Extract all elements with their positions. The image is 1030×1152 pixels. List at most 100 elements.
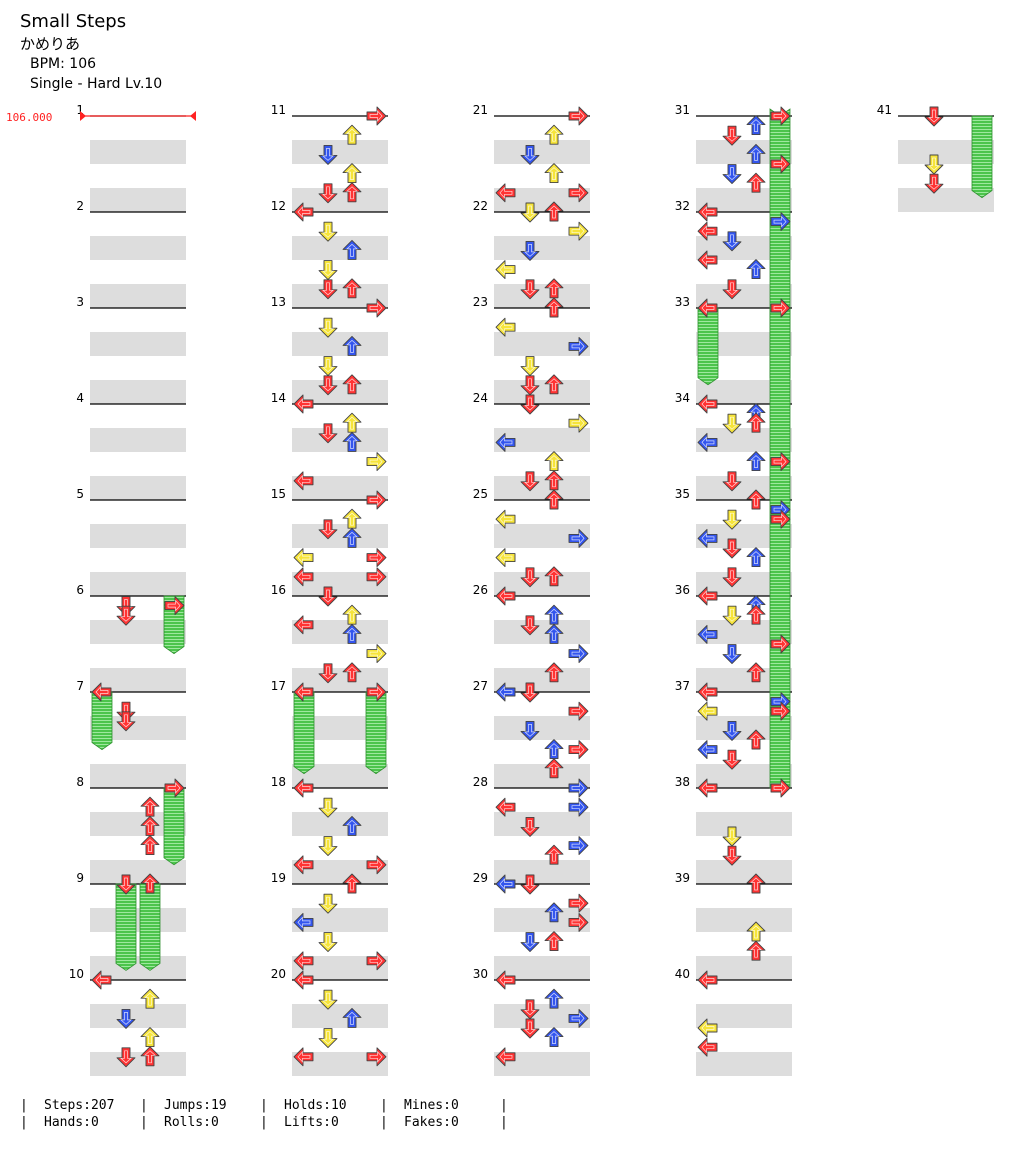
arrow-note xyxy=(293,1047,314,1067)
measure-number: 1 xyxy=(76,103,84,117)
arrow-note xyxy=(924,154,944,175)
hold-note xyxy=(971,115,993,199)
hold-note xyxy=(91,691,113,751)
arrow-note xyxy=(520,874,540,895)
measure-number: 6 xyxy=(76,583,84,597)
arrow-note xyxy=(770,212,791,232)
arrow-note xyxy=(366,567,387,587)
arrow-note xyxy=(366,682,387,702)
arrow-note xyxy=(770,298,791,318)
arrow-note xyxy=(520,932,540,953)
arrow-note xyxy=(495,432,516,452)
arrow-note xyxy=(544,739,564,760)
measure-number: 22 xyxy=(473,199,488,213)
arrow-note xyxy=(318,183,338,204)
stat-top: Mines:0 xyxy=(404,1098,459,1113)
arrow-note xyxy=(520,682,540,703)
arrow-note xyxy=(140,1046,160,1067)
arrow-note xyxy=(520,279,540,300)
arrow-note xyxy=(318,423,338,444)
arrow-note xyxy=(520,720,540,741)
arrow-note xyxy=(495,183,516,203)
arrow-note xyxy=(520,1018,540,1039)
arrow-note xyxy=(568,528,589,548)
stat-top: Jumps:19 xyxy=(164,1098,227,1113)
arrow-note xyxy=(366,452,387,472)
arrow-note xyxy=(342,662,362,683)
beat-band xyxy=(90,188,186,212)
arrow-note xyxy=(697,778,718,798)
arrow-note xyxy=(495,548,516,568)
arrow-note xyxy=(722,509,742,530)
arrow-note xyxy=(722,164,742,185)
arrow-note xyxy=(293,202,314,222)
arrow-note xyxy=(746,451,766,472)
beat-band xyxy=(90,332,186,356)
stat-cell: Holds:10 Lifts:0 xyxy=(284,1097,347,1131)
arrow-note xyxy=(366,951,387,971)
arrow-note xyxy=(722,826,742,847)
arrow-note xyxy=(91,682,112,702)
hold-note xyxy=(697,307,719,386)
beat-band xyxy=(90,284,186,308)
arrow-note xyxy=(544,489,564,510)
measure-number: 39 xyxy=(675,871,690,885)
arrow-note xyxy=(342,374,362,395)
measure-number: 12 xyxy=(271,199,286,213)
arrow-note xyxy=(342,278,362,299)
arrow-note xyxy=(697,624,718,644)
arrow-note xyxy=(722,471,742,492)
measure-number: 34 xyxy=(675,391,690,405)
stat-bottom: Hands:0 xyxy=(44,1115,99,1130)
arrow-note xyxy=(116,1047,136,1068)
arrow-note xyxy=(318,586,338,607)
arrow-note xyxy=(495,586,516,606)
hold-note xyxy=(769,108,791,789)
arrow-note xyxy=(366,1047,387,1067)
measure-number: 15 xyxy=(271,487,286,501)
arrow-note xyxy=(366,490,387,510)
arrow-note xyxy=(116,1008,136,1029)
arrow-note xyxy=(318,1028,338,1049)
arrow-note xyxy=(342,124,362,145)
beat-band xyxy=(696,860,792,884)
arrow-note xyxy=(568,740,589,760)
arrow-note xyxy=(746,143,766,164)
arrow-note xyxy=(770,701,791,721)
measure-number: 32 xyxy=(675,199,690,213)
arrow-note xyxy=(697,970,718,990)
arrow-note xyxy=(924,106,944,127)
measure-number: 4 xyxy=(76,391,84,405)
beat-band xyxy=(90,524,186,548)
measure-number: 9 xyxy=(76,871,84,885)
arrow-note xyxy=(568,183,589,203)
arrow-note xyxy=(746,172,766,193)
arrow-note xyxy=(746,873,766,894)
arrow-note xyxy=(568,644,589,664)
arrow-note xyxy=(318,932,338,953)
arrow-note xyxy=(746,412,766,433)
arrow-note xyxy=(293,615,314,635)
beat-band xyxy=(90,908,186,932)
arrow-note xyxy=(746,115,766,136)
arrow-note xyxy=(697,740,718,760)
stat-bottom: Rolls:0 xyxy=(164,1115,219,1130)
beat-band xyxy=(90,236,186,260)
arrow-note xyxy=(318,144,338,165)
arrow-note xyxy=(342,163,362,184)
arrow-note xyxy=(697,221,718,241)
arrow-note xyxy=(568,778,589,798)
arrow-note xyxy=(697,586,718,606)
stat-cell: Jumps:19 Rolls:0 xyxy=(164,1097,227,1131)
arrow-note xyxy=(293,567,314,587)
arrow-note xyxy=(544,1027,564,1048)
arrow-note xyxy=(722,567,742,588)
arrow-note xyxy=(568,701,589,721)
hold-note xyxy=(163,787,185,866)
arrow-note xyxy=(318,221,338,242)
arrow-note xyxy=(697,682,718,702)
arrow-note xyxy=(544,566,564,587)
arrow-note xyxy=(318,989,338,1010)
beat-band xyxy=(494,380,590,404)
